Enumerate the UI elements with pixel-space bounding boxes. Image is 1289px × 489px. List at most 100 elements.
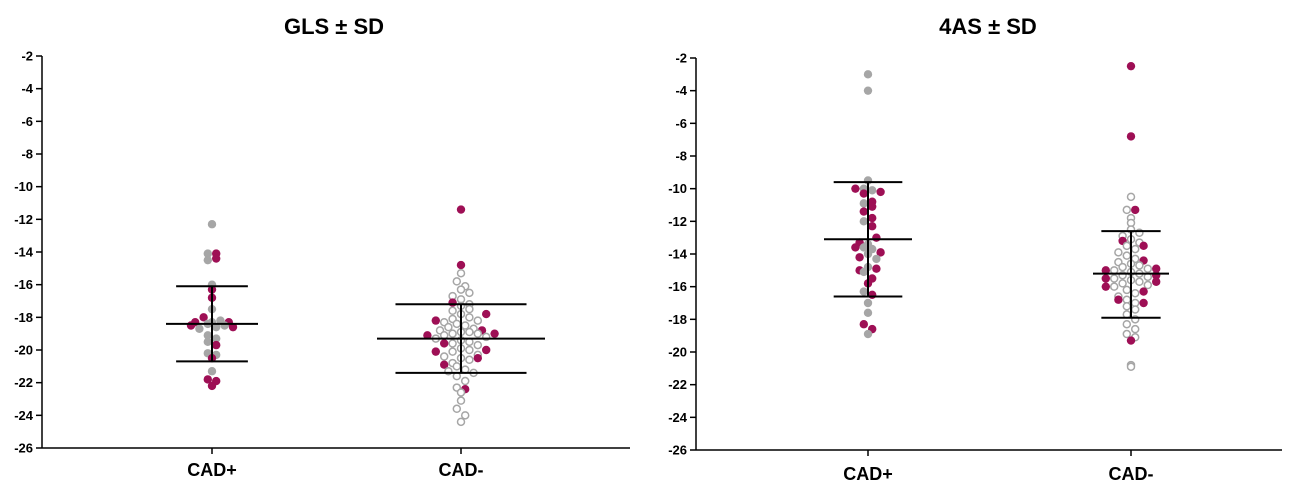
four-as-cad-pos-point <box>859 217 868 226</box>
gls-cad-neg-point <box>444 322 453 332</box>
gls-y-tick-label: -24 <box>14 408 34 423</box>
four-as-y-tick-label: -22 <box>668 377 687 392</box>
four-as-cad-pos-point <box>868 222 877 231</box>
gls-cad-neg-point <box>465 345 474 355</box>
gls-cad-neg-point <box>456 285 466 294</box>
four-as-cad-neg-point <box>1114 295 1123 304</box>
four-as-cad-neg-point <box>1126 192 1136 202</box>
gls-cad-neg-point <box>440 360 449 369</box>
gls-cad-neg-point <box>460 321 470 330</box>
four-as-cad-neg-point <box>1130 244 1140 254</box>
four-as-cad-neg-point <box>1139 298 1148 308</box>
gls-cad-pos-point <box>207 367 217 376</box>
gls-y-tick-label: -12 <box>14 212 33 227</box>
gls-cad-neg-point <box>465 355 474 365</box>
four-as-cad-pos-point <box>876 187 885 197</box>
gls-cad-pos-point <box>207 220 217 229</box>
four-as-cad-neg-point <box>1130 324 1140 334</box>
gls-cad-neg-point <box>439 352 449 361</box>
four-as-panel: 4AS ± SD -2-4-6-8-10-12-14-16-18-20-22-2… <box>668 14 1282 484</box>
four-as-y-tick-label: -10 <box>668 181 687 196</box>
four-as-cad-neg-point <box>1101 274 1111 283</box>
four-as-y-tick-label: -20 <box>668 345 687 360</box>
four-as-cad-neg-point <box>1130 288 1140 298</box>
four-as-cad-pos-point <box>859 189 868 198</box>
gls-cad-neg-point <box>448 298 457 307</box>
gls-cad-neg-point <box>465 304 474 314</box>
four-as-cad-pos-point <box>868 186 877 195</box>
four-as-sd-bars <box>824 181 1169 319</box>
gls-cad-pos-point <box>186 321 196 330</box>
gls-cad-pos-point <box>220 321 229 330</box>
four-as-y-tick-label: -12 <box>668 214 687 229</box>
gls-cad-pos-point <box>203 255 212 265</box>
four-as-category-label-cad-neg: CAD- <box>1109 464 1154 484</box>
gls-category-label-cad-neg: CAD- <box>439 460 484 480</box>
four-as-cad-neg-point <box>1152 277 1161 286</box>
gls-y-tick-label: -2 <box>21 49 33 64</box>
four-as-cad-pos-point <box>859 243 868 252</box>
four-as-cad-pos-point <box>872 254 881 264</box>
gls-sd-bars <box>166 285 545 374</box>
four-as-cad-pos-point <box>863 86 873 95</box>
four-as-cad-neg-point <box>1143 264 1153 273</box>
gls-cad-neg-point <box>448 329 457 338</box>
gls-cad-pos-point <box>203 331 212 340</box>
gls-cad-neg-point <box>452 404 462 414</box>
gls-cad-neg-point <box>452 319 462 329</box>
four-as-y-tick-label: -26 <box>668 443 687 458</box>
four-as-cad-neg-point <box>1122 319 1132 329</box>
four-as-y-tick-label: -18 <box>668 312 687 327</box>
gls-cad-neg-point <box>440 339 449 348</box>
gls-cad-neg-point <box>482 345 491 355</box>
gls-cad-neg-point <box>456 205 466 214</box>
gls-y-tick-label: -22 <box>14 375 33 390</box>
four-as-y-tick-label: -4 <box>675 83 687 98</box>
four-as-cad-neg-point <box>1139 287 1148 296</box>
four-as-y-tick-label: -6 <box>675 116 687 131</box>
gls-cad-neg-point <box>431 347 440 356</box>
four-as-cad-neg-point <box>1131 205 1140 215</box>
four-as-cad-neg-point <box>1126 132 1136 141</box>
four-as-cad-pos-point <box>855 253 864 262</box>
gls-cad-neg-point <box>473 316 483 325</box>
four-as-cad-pos-point <box>872 233 881 242</box>
four-as-y-axis: -2 -4 -6 -8 -10 -12 -14 -16 -18 -20 -22 -24 -26 <box>668 51 696 458</box>
four-as-y-tick-label: -24 <box>668 410 688 425</box>
gls-y-tick-label: -14 <box>14 245 34 260</box>
four-as-cad-neg-point <box>1122 302 1132 311</box>
four-as-cad-neg-point <box>1114 248 1123 257</box>
four-as-cad-neg-point <box>1152 264 1161 273</box>
four-as-cad-neg-point <box>1118 279 1127 288</box>
four-as-cad-neg-point <box>1109 274 1119 283</box>
four-as-cad-pos-point <box>863 329 873 339</box>
four-as-cad-neg-point <box>1130 305 1140 314</box>
four-as-cad-pos-point <box>868 290 877 300</box>
four-as-y-tick-label: -2 <box>675 51 687 66</box>
gls-cad-neg-point <box>448 306 457 316</box>
four-as-cad-neg-point <box>1122 205 1132 215</box>
gls-cad-pos-point <box>212 254 221 263</box>
four-as-cad-pos-point <box>851 184 860 193</box>
four-as-cad-neg-point <box>1135 277 1144 287</box>
gls-cad-pos-point <box>199 313 208 322</box>
gls-y-tick-label: -20 <box>14 343 33 358</box>
gls-cad-neg-point <box>473 353 482 363</box>
gls-cad-neg-point <box>456 260 466 270</box>
gls-cad-neg-point <box>431 316 440 325</box>
gls-x-ticks <box>211 448 462 454</box>
four-as-cad-pos-point <box>859 207 868 216</box>
gls-cad-neg-point <box>452 277 462 286</box>
gls-cad-neg-point <box>460 411 470 420</box>
gls-cad-neg-point <box>423 331 432 340</box>
four-as-cad-neg-point <box>1135 261 1144 270</box>
four-as-y-tick-label: -16 <box>668 279 687 294</box>
four-as-cad-neg-point <box>1122 285 1132 295</box>
four-as-points <box>851 61 1161 371</box>
gls-cad-neg-point <box>456 268 466 278</box>
gls-category-label-cad-pos: CAD+ <box>187 460 237 480</box>
gls-cad-neg-point <box>456 417 466 427</box>
gls-y-tick-label: -8 <box>21 147 33 162</box>
gls-cad-neg-point <box>460 376 470 386</box>
